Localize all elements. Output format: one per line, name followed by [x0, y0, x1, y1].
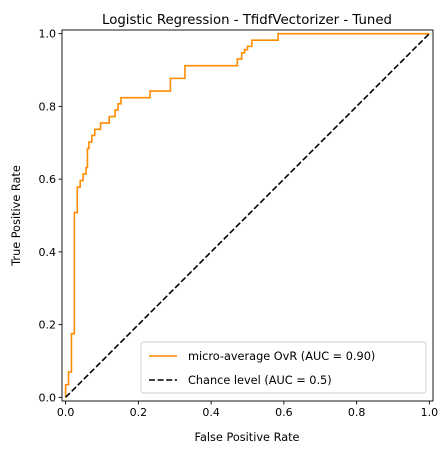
y-tick-label: 0.0 [39, 391, 57, 404]
y-axis-label: True Positive Rate [10, 165, 23, 267]
x-tick-label: 0.8 [348, 406, 366, 419]
legend-box [140, 341, 427, 394]
x-tick-label: 0.2 [130, 406, 148, 419]
x-tick-label: 1.0 [421, 406, 439, 419]
x-tick-label: 0.6 [275, 406, 293, 419]
y-tick-label: 0.8 [39, 100, 57, 113]
series-line-1 [64, 32, 430, 398]
x-tick-label: 0.0 [57, 406, 75, 419]
plot-frame [61, 29, 434, 402]
chart-title: Logistic Regression - TfidfVectorizer - … [102, 13, 392, 28]
legend-label-series-1: micro-average OvR (AUC = 0.90) [188, 350, 375, 363]
legend-label-series-2: Chance level (AUC = 0.5) [188, 374, 332, 387]
legend: micro-average OvR (AUC = 0.90) Chance le… [140, 341, 427, 394]
x-axis-label: False Positive Rate [195, 431, 300, 444]
y-tick-label: 0.6 [39, 173, 57, 186]
y-tick-label: 0.4 [39, 246, 57, 259]
y-tick-label: 1.0 [39, 28, 57, 41]
y-tick-label: 0.2 [39, 319, 57, 332]
ticks-layer: 0.0 0.2 0.4 0.6 0.8 1.0 0.0 0.2 0.4 0.6 0.8 1.0 [39, 28, 439, 419]
series-layer [64, 32, 430, 398]
x-tick-label: 0.4 [202, 406, 220, 419]
